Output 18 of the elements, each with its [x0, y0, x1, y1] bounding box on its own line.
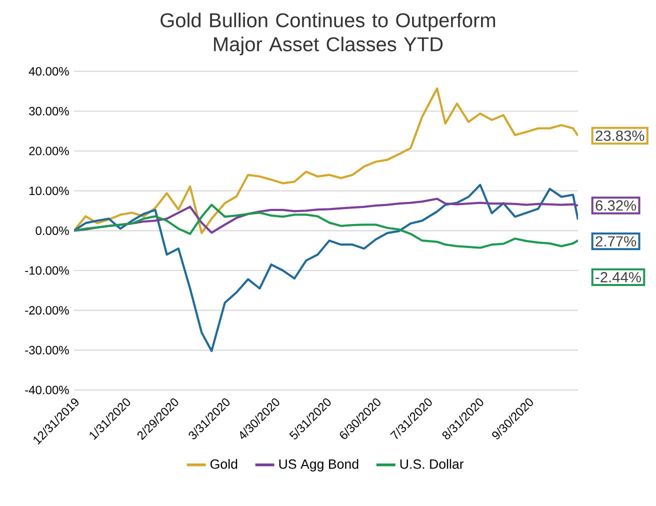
y-tick-label: 30.00% — [29, 106, 69, 116]
y-tick-label: -10.00% — [25, 266, 69, 275]
annotation: -2.44% — [596, 272, 641, 282]
y-tick-label: -30.00% — [25, 346, 69, 354]
y-tick-label: 40.00% — [28, 67, 69, 76]
y-tick-label: -40.00% — [25, 386, 69, 394]
annotation: 2.77% — [596, 236, 636, 246]
annotation: 23.83% — [596, 130, 644, 141]
legend-label: Gold — [210, 459, 238, 469]
y-tick-label: 0.00% — [36, 226, 69, 235]
legend-label: U.S. Dollar — [400, 459, 464, 469]
y-tick-label: 10.00% — [30, 186, 69, 196]
y-tick-label: 20.00% — [29, 146, 69, 156]
line-series — [74, 87, 578, 234]
legend-label: US Agg Bond — [279, 459, 358, 472]
annotation: 6.32% — [596, 200, 636, 211]
chart-title: Gold Bullion Continues to Outperform Major Asset Classes YTD — [160, 12, 496, 56]
y-tick-label: -20.00% — [25, 306, 69, 315]
